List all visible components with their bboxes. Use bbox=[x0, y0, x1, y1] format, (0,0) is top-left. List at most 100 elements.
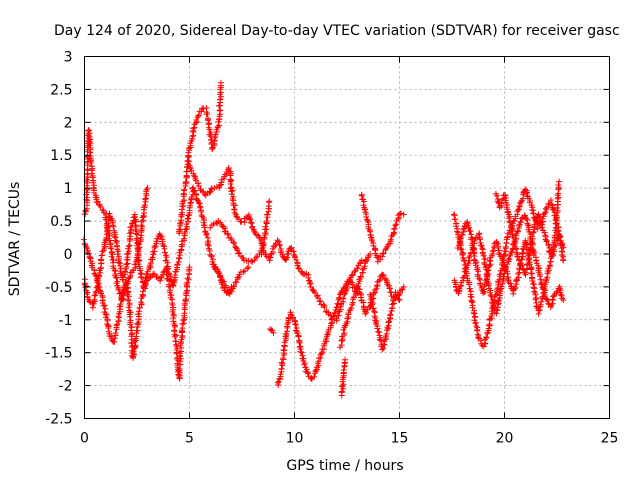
chart-title: Day 124 of 2020, Sidereal Day-to-day VTE… bbox=[54, 23, 620, 39]
data-point bbox=[474, 327, 481, 334]
data-point bbox=[203, 230, 210, 237]
data-point bbox=[231, 209, 238, 216]
data-point bbox=[524, 261, 531, 268]
data-point bbox=[538, 298, 545, 305]
data-point bbox=[118, 296, 125, 303]
data-point bbox=[396, 297, 403, 303]
data-point bbox=[206, 126, 213, 133]
data-point bbox=[180, 235, 187, 242]
data-point bbox=[369, 301, 376, 308]
data-point bbox=[541, 229, 548, 236]
data-point bbox=[504, 275, 511, 282]
data-point bbox=[287, 309, 294, 316]
data-point bbox=[125, 297, 132, 304]
data-point bbox=[248, 219, 254, 226]
data-point bbox=[106, 210, 113, 217]
data-point bbox=[472, 320, 479, 327]
data-point bbox=[376, 277, 383, 284]
data-point bbox=[497, 286, 504, 293]
data-point bbox=[519, 250, 526, 256]
data-point bbox=[541, 210, 548, 217]
data-point bbox=[529, 278, 536, 284]
data-point bbox=[150, 251, 157, 258]
data-point bbox=[105, 325, 112, 331]
data-point bbox=[387, 311, 394, 318]
data-point bbox=[216, 270, 223, 277]
data-point bbox=[99, 207, 106, 214]
data-point bbox=[560, 244, 567, 251]
data-point bbox=[157, 232, 164, 239]
data-point bbox=[334, 301, 341, 307]
data-point bbox=[385, 319, 392, 326]
data-point bbox=[459, 252, 466, 258]
data-point bbox=[279, 360, 286, 367]
data-point bbox=[216, 122, 223, 129]
y-tick-label: 2.5 bbox=[50, 82, 72, 98]
data-point bbox=[131, 338, 138, 345]
data-point bbox=[119, 274, 126, 281]
data-point bbox=[195, 199, 202, 206]
data-point bbox=[136, 304, 143, 311]
data-point bbox=[544, 298, 551, 304]
data-point bbox=[560, 297, 567, 303]
data-point bbox=[351, 268, 358, 275]
data-point bbox=[550, 293, 557, 300]
data-point bbox=[157, 277, 164, 284]
data-point bbox=[489, 300, 496, 307]
data-point bbox=[340, 385, 347, 392]
data-point bbox=[98, 256, 105, 263]
data-point bbox=[459, 232, 466, 238]
data-point bbox=[134, 320, 141, 327]
data-point bbox=[199, 213, 206, 220]
data-point bbox=[306, 277, 313, 284]
data-point bbox=[168, 292, 175, 299]
data-point bbox=[84, 194, 91, 201]
data-point bbox=[544, 204, 550, 211]
data-point bbox=[502, 251, 509, 258]
data-point bbox=[184, 223, 191, 230]
data-point bbox=[101, 302, 108, 309]
data-point bbox=[336, 294, 343, 301]
data-point bbox=[193, 117, 200, 123]
data-point bbox=[496, 271, 503, 278]
data-point bbox=[190, 125, 197, 132]
data-point bbox=[481, 261, 488, 268]
data-point bbox=[452, 216, 459, 223]
data-point bbox=[228, 177, 235, 184]
data-point bbox=[379, 271, 386, 278]
data-point bbox=[386, 285, 393, 292]
data-point bbox=[295, 333, 302, 340]
data-point bbox=[126, 293, 132, 300]
data-point bbox=[137, 299, 144, 306]
data-point bbox=[125, 243, 132, 250]
data-point bbox=[102, 305, 109, 312]
data-point bbox=[218, 79, 224, 86]
data-point bbox=[522, 269, 529, 276]
data-point bbox=[457, 283, 464, 290]
data-point bbox=[214, 123, 221, 130]
data-point bbox=[114, 251, 121, 258]
data-point bbox=[514, 254, 521, 260]
data-point bbox=[124, 284, 131, 291]
data-point bbox=[480, 290, 487, 297]
data-point bbox=[85, 132, 92, 139]
y-tick-label: -2.5 bbox=[45, 412, 72, 428]
data-point bbox=[478, 242, 485, 249]
data-point bbox=[173, 332, 179, 339]
data-point bbox=[549, 205, 556, 212]
data-point bbox=[260, 239, 267, 246]
data-point bbox=[190, 172, 197, 179]
data-point bbox=[177, 339, 184, 345]
data-point bbox=[111, 233, 118, 240]
data-point bbox=[519, 262, 525, 269]
data-point bbox=[358, 257, 365, 264]
data-point bbox=[341, 363, 348, 370]
data-point bbox=[114, 321, 121, 328]
data-point bbox=[528, 244, 535, 251]
data-point bbox=[87, 159, 94, 166]
data-point bbox=[142, 196, 148, 203]
data-point bbox=[367, 251, 374, 257]
data-point bbox=[113, 274, 120, 281]
data-point bbox=[97, 203, 104, 210]
